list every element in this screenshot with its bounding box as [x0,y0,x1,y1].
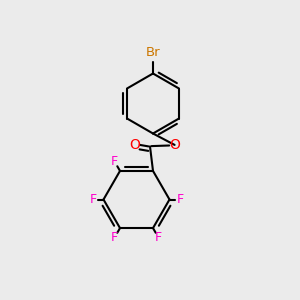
Text: O: O [169,138,180,152]
Text: Br: Br [146,46,160,59]
Text: F: F [111,155,118,168]
Text: F: F [111,231,118,244]
Text: F: F [176,193,184,206]
Text: F: F [155,231,162,244]
Text: F: F [89,193,97,206]
Text: O: O [129,138,140,152]
